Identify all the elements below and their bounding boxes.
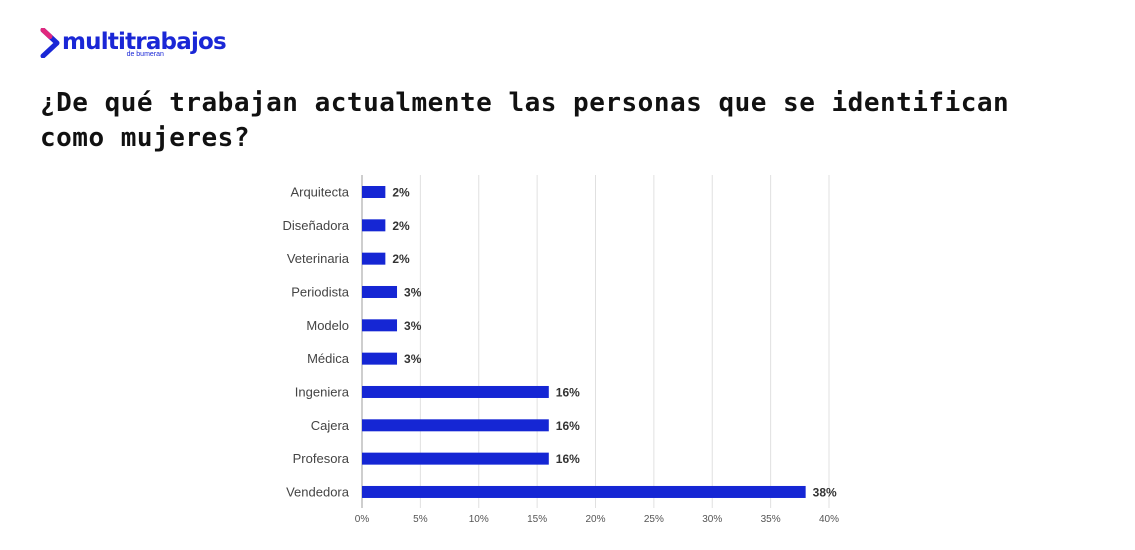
bar	[362, 352, 398, 365]
data-label: 3%	[404, 285, 422, 299]
brand-subtitle: de bumeran	[126, 51, 164, 58]
x-tick-label: 5%	[413, 514, 428, 525]
bar-layer	[362, 186, 806, 498]
data-label: 2%	[392, 186, 410, 200]
category-label: Cajera	[311, 418, 350, 433]
x-tick-label: 15%	[527, 514, 547, 525]
bar	[362, 319, 398, 332]
data-label: 3%	[404, 352, 422, 366]
category-label: Profesora	[293, 451, 350, 466]
bar	[362, 385, 549, 398]
bar	[362, 219, 386, 232]
label-layer: 0% 5% 10% 15% 20% 25% 30% 35% 40% Arquitecta 2% Dis…	[283, 185, 840, 526]
bar	[362, 252, 386, 265]
category-label: Diseñadora	[283, 218, 350, 233]
grid-layer	[361, 175, 830, 508]
bar	[362, 452, 549, 465]
data-label: 2%	[392, 219, 410, 233]
data-label: 16%	[556, 452, 580, 466]
category-label: Periodista	[291, 284, 350, 299]
x-tick-label: 30%	[702, 514, 722, 525]
bar	[362, 285, 398, 298]
x-tick-label: 10%	[469, 514, 489, 525]
category-label: Veterinaria	[287, 251, 350, 266]
data-label: 2%	[392, 252, 410, 266]
category-label: Ingeniera	[295, 384, 350, 399]
category-label: Arquitecta	[290, 185, 349, 200]
bar	[362, 419, 549, 432]
data-label: 16%	[556, 419, 580, 433]
brand-name: multitrabajos	[62, 29, 227, 55]
x-tick-label: 35%	[761, 514, 781, 525]
chevron-right-icon	[40, 28, 60, 58]
x-tick-label: 0%	[355, 514, 370, 525]
category-label: Vendedora	[286, 484, 350, 499]
x-tick-label: 20%	[585, 514, 605, 525]
data-label: 16%	[556, 385, 580, 399]
page-title: ¿De qué trabajan actualmente las persona…	[40, 88, 1010, 153]
category-label: Modelo	[306, 318, 349, 333]
data-label: 3%	[404, 319, 422, 333]
category-label: Médica	[307, 351, 350, 366]
data-label: 38%	[813, 485, 837, 499]
brand-logo: multitrabajos de bumeran	[40, 28, 227, 58]
x-tick-label: 40%	[819, 514, 839, 525]
bar	[362, 485, 806, 498]
bar	[362, 186, 386, 198]
x-tick-label: 25%	[644, 514, 664, 525]
